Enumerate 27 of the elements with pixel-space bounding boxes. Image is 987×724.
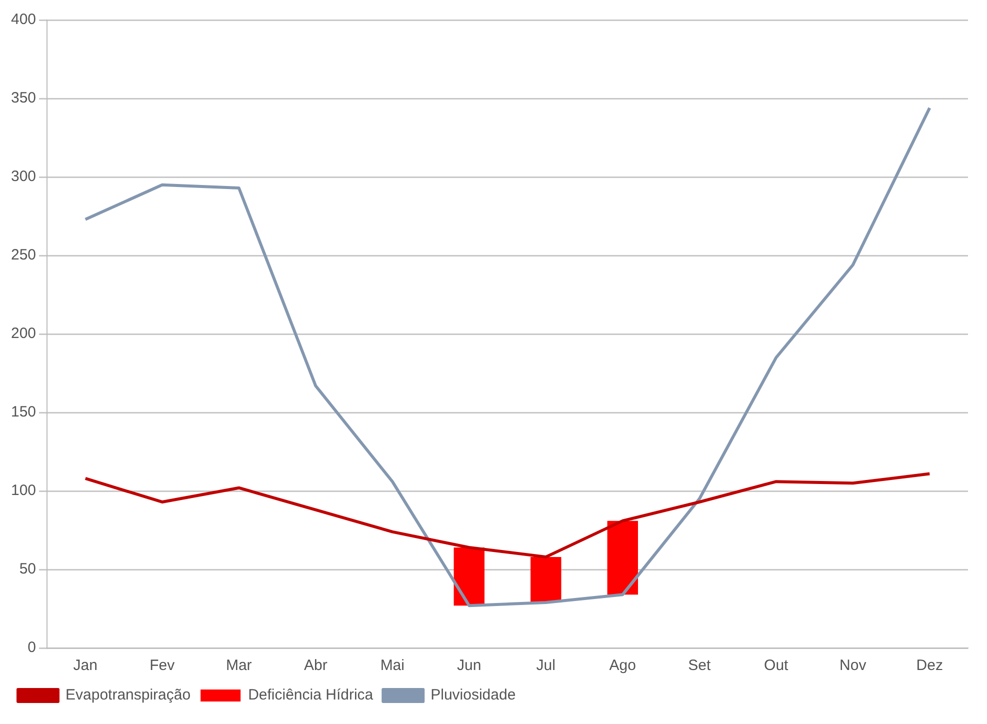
x-tick-label: Jun (457, 657, 482, 674)
y-tick-label: 100 (10, 482, 36, 500)
bar (607, 520, 638, 595)
bar (454, 548, 484, 606)
x-tick-label: Mar (226, 657, 252, 674)
x-tick-label: Dez (916, 657, 943, 674)
x-tick-label: Set (688, 657, 712, 674)
x-tick-label: Ago (609, 657, 636, 674)
y-tick-label: 200 (10, 325, 36, 342)
legend-label: Pluviosidade (430, 686, 516, 704)
legend-label: Deficiência Hídrica (248, 686, 374, 704)
x-tick-label: Nov (840, 657, 867, 674)
bar (530, 556, 562, 602)
y-tick-label: 250 (10, 246, 36, 264)
y-tick-label: 150 (10, 404, 36, 421)
x-tick-label: Mai (380, 657, 404, 674)
x-tick-label: Jul (536, 657, 556, 674)
y-tick-label: 50 (19, 560, 36, 578)
y-tick-label: 300 (10, 168, 36, 186)
y-tick-label: 350 (10, 90, 36, 107)
x-tick-label: Abr (304, 657, 328, 674)
y-tick-label: 0 (28, 639, 36, 656)
y-tick-label: 400 (10, 11, 36, 28)
x-tick-label: Jan (73, 657, 98, 674)
x-tick-label: Out (764, 657, 790, 674)
legend-label: Evapotranspiração (66, 686, 191, 704)
x-tick-label: Fev (150, 657, 176, 674)
